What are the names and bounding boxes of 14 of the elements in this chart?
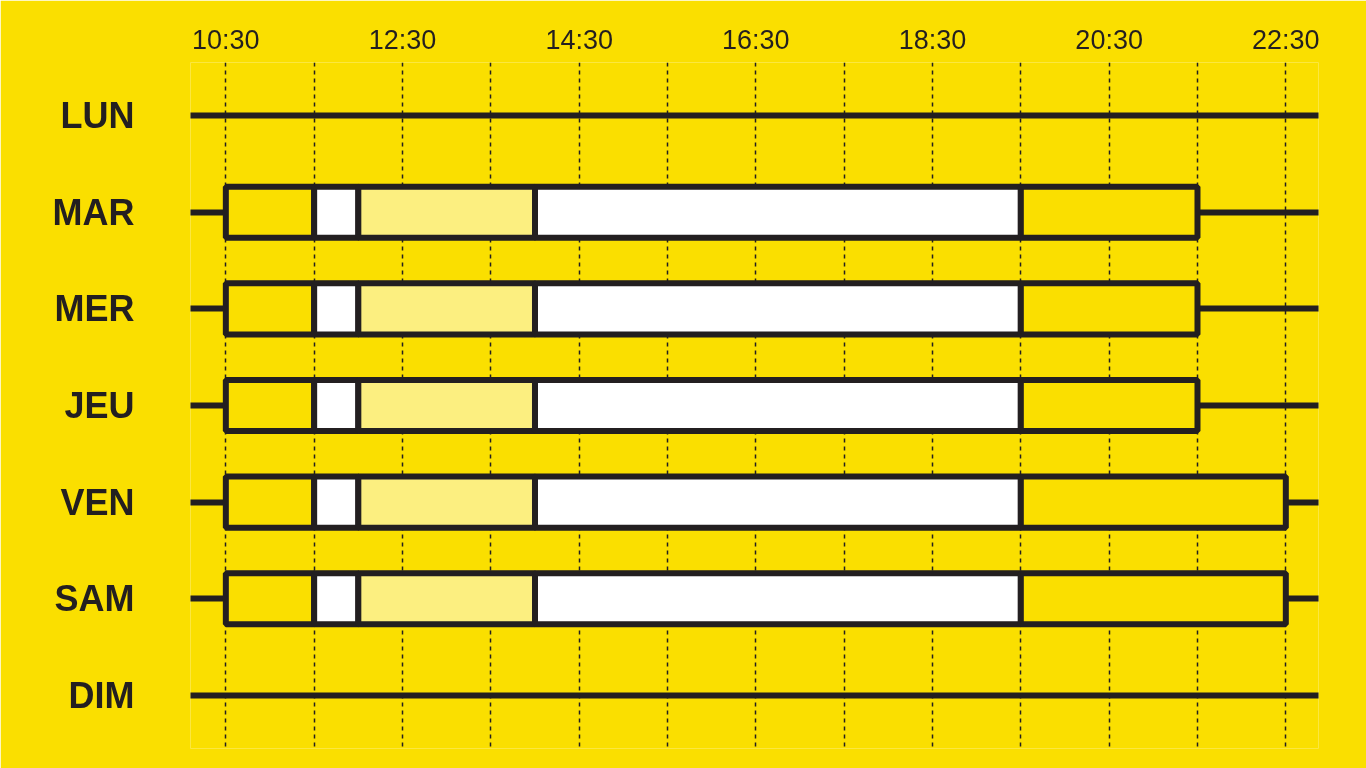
y-tick-label: JEU	[64, 385, 135, 426]
y-tick-label: MAR	[52, 191, 135, 233]
x-tick-label: 20:30	[1075, 24, 1143, 55]
y-tick-label: MER	[54, 288, 135, 330]
x-tick-label: 18:30	[898, 24, 967, 55]
x-tick-label: 14:30	[545, 24, 613, 55]
y-tick-label: SAM	[54, 578, 135, 620]
x-tick-label: 12:30	[368, 24, 437, 55]
x-tick-label: 10:30	[192, 24, 260, 55]
y-tick-label: DIM	[68, 674, 135, 716]
x-tick-label: 16:30	[722, 24, 790, 55]
x-tick-label: 22:30	[1252, 24, 1320, 55]
y-tick-label: VEN	[60, 481, 135, 523]
y-tick-label: LUN	[60, 95, 135, 137]
